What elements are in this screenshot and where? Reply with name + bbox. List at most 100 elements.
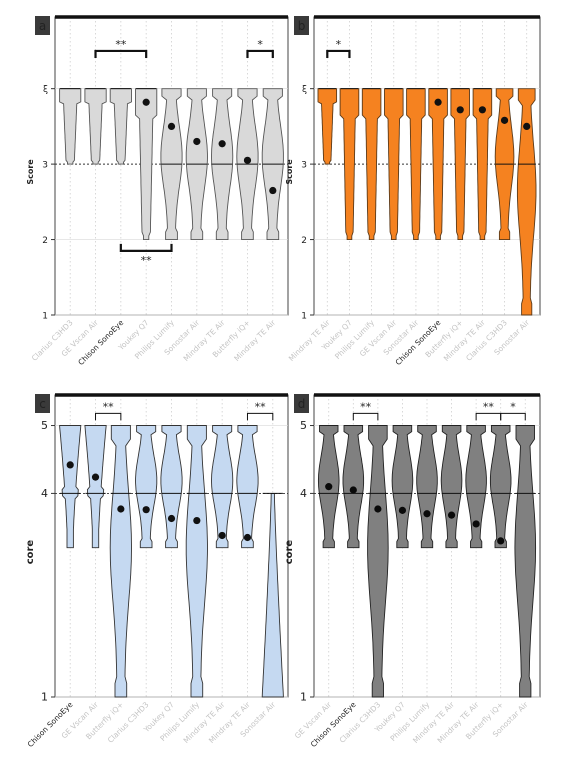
violin-body [84, 88, 107, 165]
violin-body [59, 88, 82, 165]
mean-dot [193, 516, 201, 525]
y-tick-label: 1 [42, 312, 48, 322]
y-tick-label: 3 [42, 161, 48, 171]
violin-body [516, 88, 537, 316]
panel-letter: a [39, 19, 46, 33]
violin-body [84, 425, 107, 549]
panel-letter: c [39, 397, 46, 411]
violin-body [416, 425, 438, 549]
y-tick-label: 4 [300, 487, 307, 500]
mean-dot [423, 510, 431, 518]
significance-bracket [94, 49, 148, 58]
violin-body [406, 88, 426, 241]
mean-dot [142, 98, 150, 106]
y-tick-label: 1 [41, 691, 48, 704]
y-tick-label: 4 [41, 487, 48, 500]
violin-body [339, 88, 360, 241]
violin-body [109, 88, 132, 165]
violin-body [211, 425, 234, 549]
significance-bracket [246, 412, 274, 421]
significance-bracket [352, 412, 379, 421]
significance-bracket [95, 412, 122, 421]
violin-body [465, 425, 487, 549]
y-tick-label: 5 [41, 419, 48, 432]
significance-bracket [119, 243, 173, 252]
mean-dot [523, 122, 531, 130]
y-axis-label: Score [285, 159, 294, 185]
significance-label: ** [115, 38, 127, 51]
y-axis-label: Score [26, 159, 35, 185]
violin-body [317, 88, 338, 165]
violin-body [450, 88, 470, 241]
panel-letter-badge [35, 16, 50, 35]
mean-dot [218, 531, 226, 540]
mean-dot [325, 483, 333, 491]
y-axis-label: core [25, 540, 36, 565]
significance-label: * [257, 38, 263, 51]
significance-label: * [336, 38, 342, 51]
mean-dot [142, 506, 150, 514]
significance-bracket [246, 49, 274, 58]
mean-dot [478, 106, 486, 114]
significance-label: * [510, 400, 516, 413]
violin-body [440, 425, 463, 549]
violin-body [428, 88, 448, 241]
mean-dot [497, 537, 505, 545]
violin-body [59, 425, 82, 549]
panel-letter: b [298, 19, 306, 33]
significance-bracket [500, 412, 526, 421]
y-axis-label: core [284, 540, 295, 565]
mean-dot [193, 137, 201, 146]
x-tick-label: Chison SonoEye [26, 700, 75, 749]
significance-label: ** [103, 400, 115, 413]
mean-dot [456, 106, 464, 114]
panel-letter-badge [35, 394, 50, 413]
mean-dot [243, 533, 252, 542]
panel-letter: d [298, 397, 306, 411]
mean-dot [66, 461, 74, 469]
violin-body [391, 425, 414, 549]
mean-dot [167, 514, 176, 523]
violin-body [384, 88, 404, 241]
mean-dot [500, 116, 509, 124]
mean-dot [117, 505, 125, 513]
x-tick-label: Chison SonoEye [76, 318, 125, 367]
significance-label: ** [483, 400, 495, 413]
violin-body [135, 88, 158, 241]
mean-dot [374, 505, 382, 513]
y-tick-label: ξ [302, 85, 307, 95]
violin-body [135, 425, 158, 549]
mean-dot [472, 520, 480, 528]
y-tick-label: 2 [42, 236, 48, 246]
violin-body [361, 88, 382, 241]
mean-dot [91, 473, 100, 481]
mean-dot [218, 140, 226, 148]
mean-dot [434, 98, 442, 106]
y-tick-label: 3 [301, 161, 307, 171]
significance-label: ** [255, 400, 267, 413]
y-tick-label: 1 [300, 691, 307, 704]
mean-dot [167, 122, 176, 130]
mean-dot [349, 486, 357, 494]
panel-letter-badge [294, 16, 309, 35]
mean-dot [398, 506, 407, 514]
y-tick-label: 5 [300, 419, 307, 432]
significance-bracket [326, 49, 351, 58]
panel-letter-badge [294, 394, 309, 413]
violin-body [472, 88, 493, 241]
violin-body [236, 425, 259, 549]
violin-body [489, 425, 512, 549]
significance-label: ** [360, 400, 372, 413]
y-tick-label: 1 [301, 312, 307, 322]
mean-dot [269, 186, 277, 195]
mean-dot [447, 511, 456, 519]
violin-body [160, 425, 183, 549]
significance-label: ** [141, 254, 153, 267]
mean-dot [243, 156, 252, 164]
y-tick-label: ξ [43, 85, 48, 95]
